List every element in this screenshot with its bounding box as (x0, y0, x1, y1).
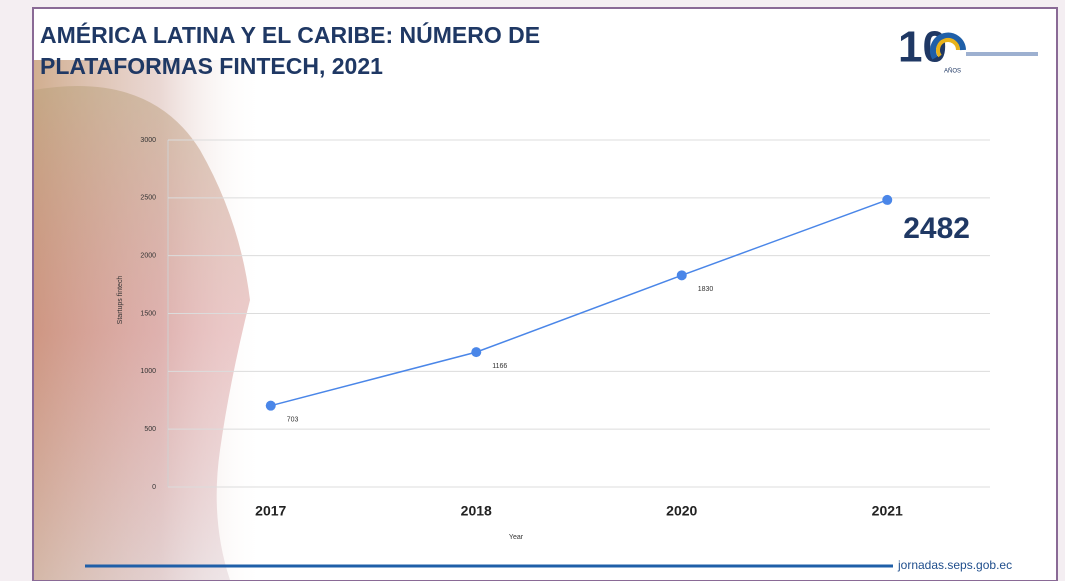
x-tick-label: 2021 (872, 503, 903, 519)
y-tick-label: 500 (144, 426, 156, 433)
slide-title: AMÉRICA LATINA Y EL CARIBE: NÚMERO DE PL… (40, 20, 600, 82)
x-tick-label: 2018 (461, 503, 492, 519)
x-tick-label: 2020 (666, 503, 697, 519)
data-label: 703 (287, 417, 299, 424)
y-axis-label: Startups fintech (117, 276, 124, 325)
y-tick-label: 1500 (140, 310, 156, 317)
chart: 10 AÑOS jornadas.seps.gob.ec Year Startu… (0, 0, 1065, 581)
logo-wordmark (966, 52, 1038, 56)
y-tick-label: 3000 (140, 137, 156, 144)
data-label: 1830 (698, 286, 714, 293)
data-point (882, 195, 892, 205)
footer-url: jornadas.seps.gob.ec (897, 558, 1012, 572)
data-point (266, 401, 276, 411)
data-label-highlight: 2482 (903, 212, 970, 245)
y-tick-label: 2500 (140, 195, 156, 202)
y-tick-label: 2000 (140, 253, 156, 260)
data-point (471, 347, 481, 357)
data-point (677, 270, 687, 280)
logo-caption: AÑOS (944, 68, 961, 75)
data-label: 1166 (492, 363, 507, 370)
x-axis-label: Year (509, 534, 524, 541)
y-tick-label: 1000 (140, 368, 156, 375)
y-tick-label: 0 (152, 484, 156, 491)
slide: 10 AÑOS jornadas.seps.gob.ec Year Startu… (0, 0, 1065, 581)
x-tick-label: 2017 (255, 503, 286, 519)
